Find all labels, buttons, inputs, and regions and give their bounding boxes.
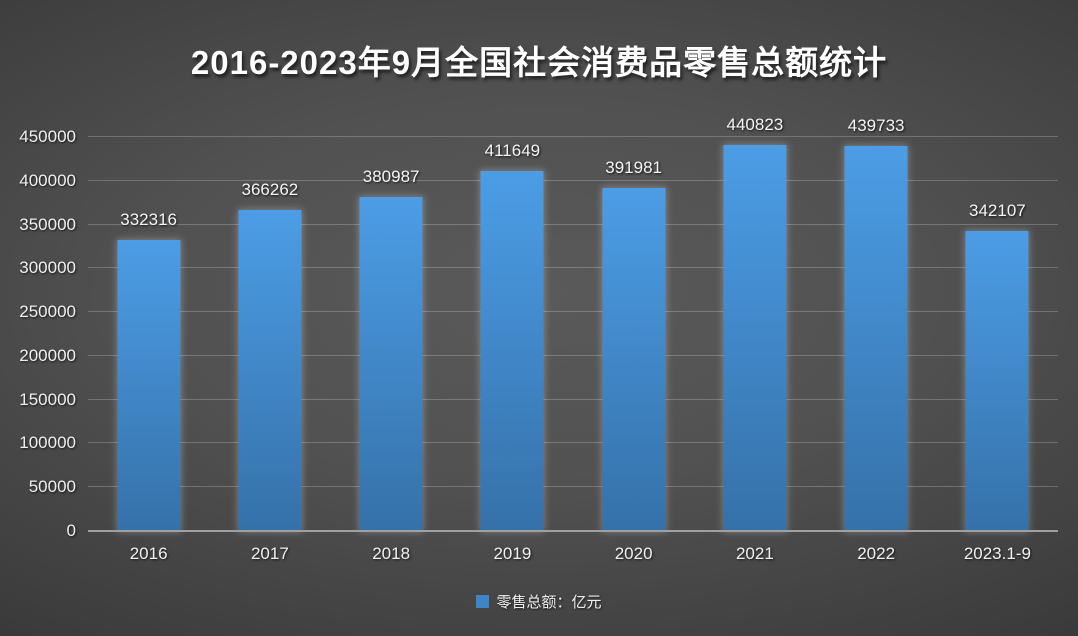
bar-slot: 411649: [452, 137, 573, 531]
bar: [844, 146, 908, 531]
y-tick-label: 250000: [19, 302, 76, 322]
bar: [965, 231, 1029, 531]
bar: [480, 170, 544, 531]
y-tick-label: 100000: [19, 433, 76, 453]
bar: [723, 145, 787, 531]
gridline: [88, 398, 1058, 400]
y-tick-label: 150000: [19, 389, 76, 409]
bar-value-label: 440823: [726, 115, 784, 135]
bar-slot: 332316: [88, 137, 209, 531]
chart-title: 2016-2023年9月全国社会消费品零售总额统计: [190, 44, 888, 81]
x-tick-label: 2018: [372, 544, 411, 563]
bar: [117, 240, 181, 531]
x-tick-label: 2023.1-9: [963, 544, 1031, 563]
y-axis: 0 50000 100000 150000 200000 250000 300000 3500…: [0, 127, 80, 540]
bar-value-label: 342107: [969, 201, 1026, 221]
bar-value-label: 411649: [484, 140, 541, 160]
x-tick-label: 2021: [735, 544, 774, 563]
gridline: [88, 311, 1058, 313]
bar-slot: 440823: [694, 115, 815, 531]
y-tick-label: 450000: [19, 127, 76, 146]
bar-slot: 380987: [331, 137, 452, 531]
y-tick-label: 0: [66, 521, 76, 540]
bar-value-label: 439733: [847, 116, 905, 135]
gridline: [88, 354, 1058, 356]
gridlines: [88, 136, 1058, 531]
x-tick-label: 2019: [493, 544, 532, 563]
legend-marker-icon: [476, 595, 490, 608]
bar-value-label: 380987: [362, 167, 420, 187]
bar: [359, 197, 423, 531]
bar: [602, 187, 666, 531]
x-axis: 2016 2017 2018 2019 2020 2021 2022 2023.1-9: [88, 544, 1058, 564]
bars-row: 332316 366262 380987 411649 391981 440823 4397…: [88, 115, 1058, 531]
gridline: [88, 223, 1058, 225]
legend: 零售总额：亿元: [0, 591, 1078, 612]
y-tick-label: 50000: [28, 477, 76, 497]
bar-slot: 342107: [937, 137, 1058, 531]
bar-slot: 366262: [209, 137, 330, 531]
y-tick-label: 350000: [19, 214, 76, 234]
bar-value-label: 332316: [120, 210, 177, 230]
bar-slot: 391981: [573, 137, 694, 531]
bar-value-label: 366262: [241, 180, 299, 200]
x-tick-label: 2020: [614, 544, 653, 563]
gridline: [88, 179, 1058, 181]
x-axis-line: [88, 530, 1058, 532]
y-tick-label: 300000: [19, 258, 76, 278]
x-tick-label: 2016: [129, 544, 168, 563]
bar: [238, 210, 302, 531]
bar-slot: 439733: [816, 116, 937, 531]
bar-value-label: 391981: [605, 157, 662, 177]
plot-area: 332316 366262 380987 411649 391981 440823 4397…: [88, 115, 1058, 532]
y-tick-label: 200000: [19, 345, 76, 365]
x-tick-label: 2022: [857, 544, 896, 563]
gridline: [88, 442, 1058, 444]
legend-label: 零售总额：亿元: [496, 594, 602, 611]
gridline: [88, 486, 1058, 488]
x-tick-label: 2017: [250, 544, 289, 563]
y-tick-label: 400000: [19, 170, 76, 190]
gridline: [88, 267, 1058, 269]
gridline: [88, 136, 1058, 137]
